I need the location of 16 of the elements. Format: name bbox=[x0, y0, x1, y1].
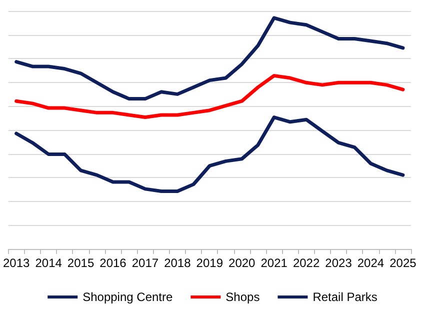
x-tick-label: 2025 bbox=[390, 256, 417, 270]
x-tick-label: 2014 bbox=[35, 256, 62, 270]
x-tick-label: 2020 bbox=[228, 256, 256, 270]
x-tick-label: 2013 bbox=[2, 256, 30, 270]
x-tick-label: 2018 bbox=[164, 256, 192, 270]
legend-label: Shops bbox=[226, 290, 260, 304]
x-tick-label: 2019 bbox=[196, 256, 224, 270]
legend-label: Shopping Centre bbox=[82, 290, 173, 304]
x-tick-label: 2021 bbox=[260, 256, 288, 270]
legend-label: Retail Parks bbox=[312, 290, 378, 304]
x-tick-label: 2024 bbox=[357, 256, 384, 270]
x-tick-label: 2022 bbox=[292, 256, 320, 270]
x-tick-label: 2015 bbox=[67, 256, 94, 270]
x-tick-label: 2016 bbox=[100, 256, 127, 270]
x-tick-label: 2023 bbox=[325, 256, 352, 270]
x-tick-label: 2017 bbox=[132, 256, 159, 270]
